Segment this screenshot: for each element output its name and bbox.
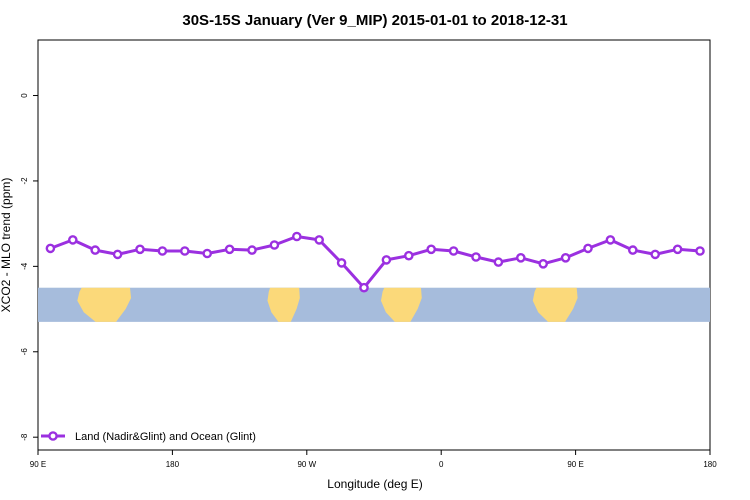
y-tick-label: -2 [20, 177, 29, 185]
data-point [560, 252, 571, 263]
y-tick-label: -4 [20, 262, 29, 270]
land-australia [380, 287, 422, 322]
y-tick-label: 0 [20, 93, 29, 98]
y-axis-label: XCO2 - MLO trend (ppm) [0, 178, 13, 313]
x-axis-label: Longitude (deg E) [327, 477, 422, 491]
data-point [269, 240, 280, 250]
data-point [650, 249, 661, 260]
data-point [291, 231, 302, 242]
data-point [672, 244, 683, 255]
data-point [157, 246, 168, 256]
data-point [314, 235, 325, 245]
legend: Land (Nadir&Glint) and Ocean (Glint) [41, 431, 256, 443]
data-point [605, 235, 616, 245]
x-tick-label: 180 [166, 460, 180, 469]
legend-label: Land (Nadir&Glint) and Ocean (Glint) [75, 431, 256, 443]
data-point [112, 249, 123, 260]
x-tick-label: 90 E [30, 460, 46, 469]
plot-area [37, 39, 711, 451]
data-point [202, 248, 212, 259]
x-axis: 90 E 180 90 W 0 90 E 180 [30, 450, 717, 469]
data-point [695, 246, 705, 256]
data-point [516, 252, 526, 263]
y-tick-label: -6 [20, 348, 29, 356]
data-point [583, 243, 593, 254]
data-point [403, 250, 414, 261]
series-line [49, 235, 701, 290]
data-point [628, 245, 638, 255]
chart-title: 30S-15S January (Ver 9_MIP) 2015-01-01 t… [182, 12, 567, 29]
data-point [538, 258, 549, 269]
x-tick-label: 90 E [567, 460, 583, 469]
x-tick-label: 180 [703, 460, 717, 469]
data-point [135, 244, 145, 255]
ocean-band [38, 287, 710, 322]
y-tick-label: -8 [20, 433, 29, 441]
data-point [68, 235, 78, 245]
data-point [426, 244, 437, 255]
data-point [471, 252, 481, 262]
data-point [179, 246, 190, 256]
world-map-strip [38, 287, 710, 322]
land-south-america [267, 287, 300, 322]
plot-frame [37, 39, 711, 451]
series-layer [45, 231, 705, 293]
x-tick-label: 90 W [297, 460, 316, 469]
land-africa-repeat [532, 287, 578, 322]
data-point [336, 258, 347, 268]
data-point [247, 245, 257, 255]
legend-point-marker [48, 431, 58, 441]
data-point [90, 245, 100, 255]
y-axis: 0 -2 -4 -6 -8 [20, 93, 38, 441]
x-tick-label: 0 [439, 460, 444, 469]
data-point [359, 282, 369, 293]
data-point [493, 257, 504, 267]
data-point [45, 243, 56, 254]
data-point [381, 255, 392, 265]
land-africa [77, 287, 132, 322]
data-point [224, 244, 235, 255]
data-point [448, 246, 459, 256]
